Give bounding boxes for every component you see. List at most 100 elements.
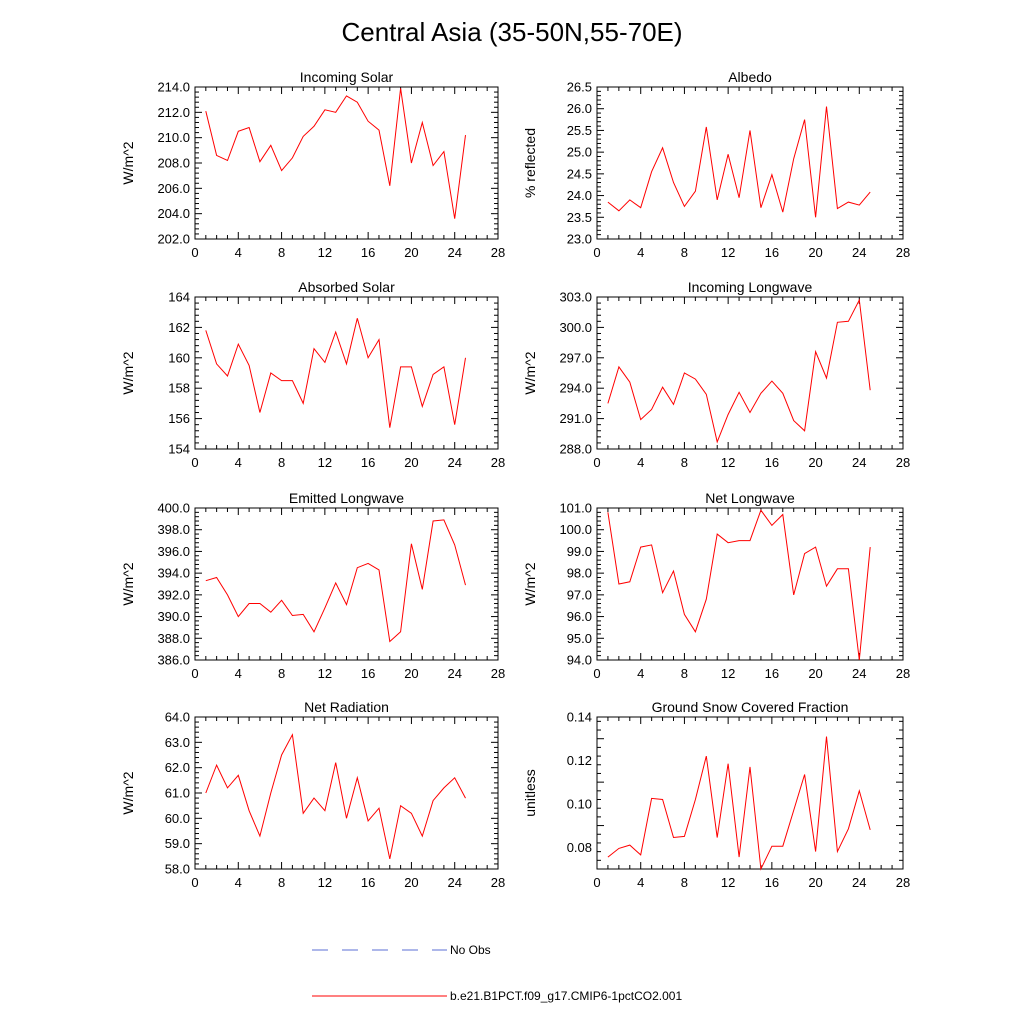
y-tick-label: 24.0: [567, 188, 592, 203]
x-tick-label: 16: [765, 666, 779, 681]
panel-ground-snow-covered-fraction: Ground Snow Covered Fraction 0 4 8 12 16 20 24 2…: [522, 699, 910, 890]
y-tick-label: 64.0: [165, 710, 190, 725]
y-tick-label: 396.0: [157, 544, 190, 559]
x-tick-label: 12: [318, 666, 332, 681]
x-tick-label: 12: [721, 875, 735, 890]
x-tick-label: 28: [896, 455, 910, 470]
plot-frame: [194, 296, 499, 450]
y-tick-label: 297.0: [559, 350, 592, 365]
x-tick-label: 28: [491, 455, 505, 470]
y-tick-label: 94.0: [567, 653, 592, 668]
y-tick-label: 303.0: [559, 290, 592, 305]
x-tick-label: 8: [681, 666, 688, 681]
y-tick-label: 214.0: [157, 80, 190, 95]
x-tick-label: 28: [896, 875, 910, 890]
x-tick-label: 0: [593, 245, 600, 260]
x-tick-label: 12: [318, 455, 332, 470]
x-tick-label: 12: [318, 245, 332, 260]
y-tick-label: 208.0: [157, 156, 190, 171]
x-tick-label: 16: [765, 245, 779, 260]
y-axis-label: W/m^2: [120, 351, 136, 394]
x-tick-label: 28: [896, 245, 910, 260]
y-tick-label: 162: [168, 320, 190, 335]
y-axis-label: W/m^2: [120, 141, 136, 184]
x-tick-label: 24: [852, 666, 866, 681]
series-line: [205, 318, 466, 428]
y-tick-label: 60.0: [165, 811, 190, 826]
y-tick-label: 392.0: [157, 587, 190, 602]
x-tick-label: 4: [637, 245, 644, 260]
panel-title: Albedo: [728, 69, 772, 85]
y-tick-label: 164: [168, 290, 190, 305]
x-tick-label: 20: [808, 666, 822, 681]
panel-title: Net Radiation: [304, 699, 389, 715]
y-tick-label: 61.0: [165, 786, 190, 801]
x-tick-label: 28: [491, 245, 505, 260]
x-tick-label: 12: [318, 875, 332, 890]
x-tick-label: 16: [361, 455, 375, 470]
y-tick-label: 210.0: [157, 130, 190, 145]
x-tick-label: 28: [491, 666, 505, 681]
y-axis-label: unitless: [522, 769, 538, 816]
x-tick-label: 24: [447, 875, 461, 890]
y-axis-label: W/m^2: [522, 562, 538, 605]
x-tick-label: 4: [235, 666, 242, 681]
plot-frame: [194, 86, 499, 240]
y-tick-label: 300.0: [559, 320, 592, 335]
x-tick-label: 4: [637, 666, 644, 681]
y-tick-label: 291.0: [559, 411, 592, 426]
plot-frame: [596, 296, 904, 450]
y-tick-label: 212.0: [157, 105, 190, 120]
x-tick-label: 4: [637, 875, 644, 890]
y-tick-label: 160: [168, 350, 190, 365]
y-tick-label: 100.0: [559, 522, 592, 537]
panel-title: Net Longwave: [705, 490, 795, 506]
panel-incoming-longwave: Incoming Longwave 0 4 8 12 16 20 24 28 288.0 291.0…: [522, 279, 910, 470]
x-tick-label: 16: [765, 455, 779, 470]
y-tick-label: 394.0: [157, 566, 190, 581]
panel-emitted-longwave: Emitted Longwave 0 4 8 12 16 20 24 28 386.0 388.0 3…: [120, 490, 505, 681]
x-tick-label: 4: [235, 455, 242, 470]
x-tick-label: 4: [637, 455, 644, 470]
x-tick-label: 0: [191, 875, 198, 890]
y-tick-label: 26.0: [567, 101, 592, 116]
y-tick-label: 24.5: [567, 166, 592, 181]
panel-incoming-solar: Incoming Solar 0 4 8 12 16 20 24 28 202.0 204.0 206…: [120, 69, 505, 260]
y-tick-label: 386.0: [157, 653, 190, 668]
y-tick-label: 206.0: [157, 181, 190, 196]
y-tick-label: 0.08: [567, 840, 592, 855]
legend: No Obs b.e21.B1PCT.f09_g17.CMIP6-1pctCO2…: [312, 943, 682, 1003]
y-tick-label: 58.0: [165, 862, 190, 877]
panel-albedo: Albedo 0 4 8 12 16 20 24 28 23.0 23.5 24.0 24.5 25.0 2…: [522, 69, 910, 260]
panel-title: Absorbed Solar: [298, 279, 395, 295]
x-tick-label: 0: [593, 666, 600, 681]
x-tick-label: 8: [681, 875, 688, 890]
x-tick-label: 16: [361, 875, 375, 890]
y-tick-label: 158: [168, 381, 190, 396]
panel-title: Ground Snow Covered Fraction: [652, 699, 849, 715]
y-tick-label: 288.0: [559, 442, 592, 457]
x-tick-label: 4: [235, 245, 242, 260]
y-axis-label: W/m^2: [120, 771, 136, 814]
x-tick-label: 0: [593, 875, 600, 890]
y-tick-label: 398.0: [157, 522, 190, 537]
x-tick-label: 8: [278, 666, 285, 681]
x-tick-label: 0: [593, 455, 600, 470]
y-tick-label: 23.0: [567, 232, 592, 247]
y-tick-label: 390.0: [157, 609, 190, 624]
y-tick-label: 388.0: [157, 631, 190, 646]
x-tick-label: 0: [191, 666, 198, 681]
x-tick-label: 20: [808, 875, 822, 890]
y-tick-label: 0.12: [567, 753, 592, 768]
y-tick-label: 0.10: [567, 796, 592, 811]
panel-absorbed-solar: Absorbed Solar 0 4 8 12 16 20 24 28 154 156 158 160 1…: [120, 279, 505, 470]
x-tick-label: 12: [721, 666, 735, 681]
y-tick-label: 0.14: [567, 710, 592, 725]
y-axis-label: W/m^2: [522, 351, 538, 394]
x-tick-label: 8: [278, 245, 285, 260]
series-line: [205, 88, 466, 219]
panel-title: Incoming Longwave: [688, 279, 813, 295]
y-tick-label: 25.5: [567, 123, 592, 138]
y-tick-label: 294.0: [559, 381, 592, 396]
series-line: [205, 519, 466, 643]
